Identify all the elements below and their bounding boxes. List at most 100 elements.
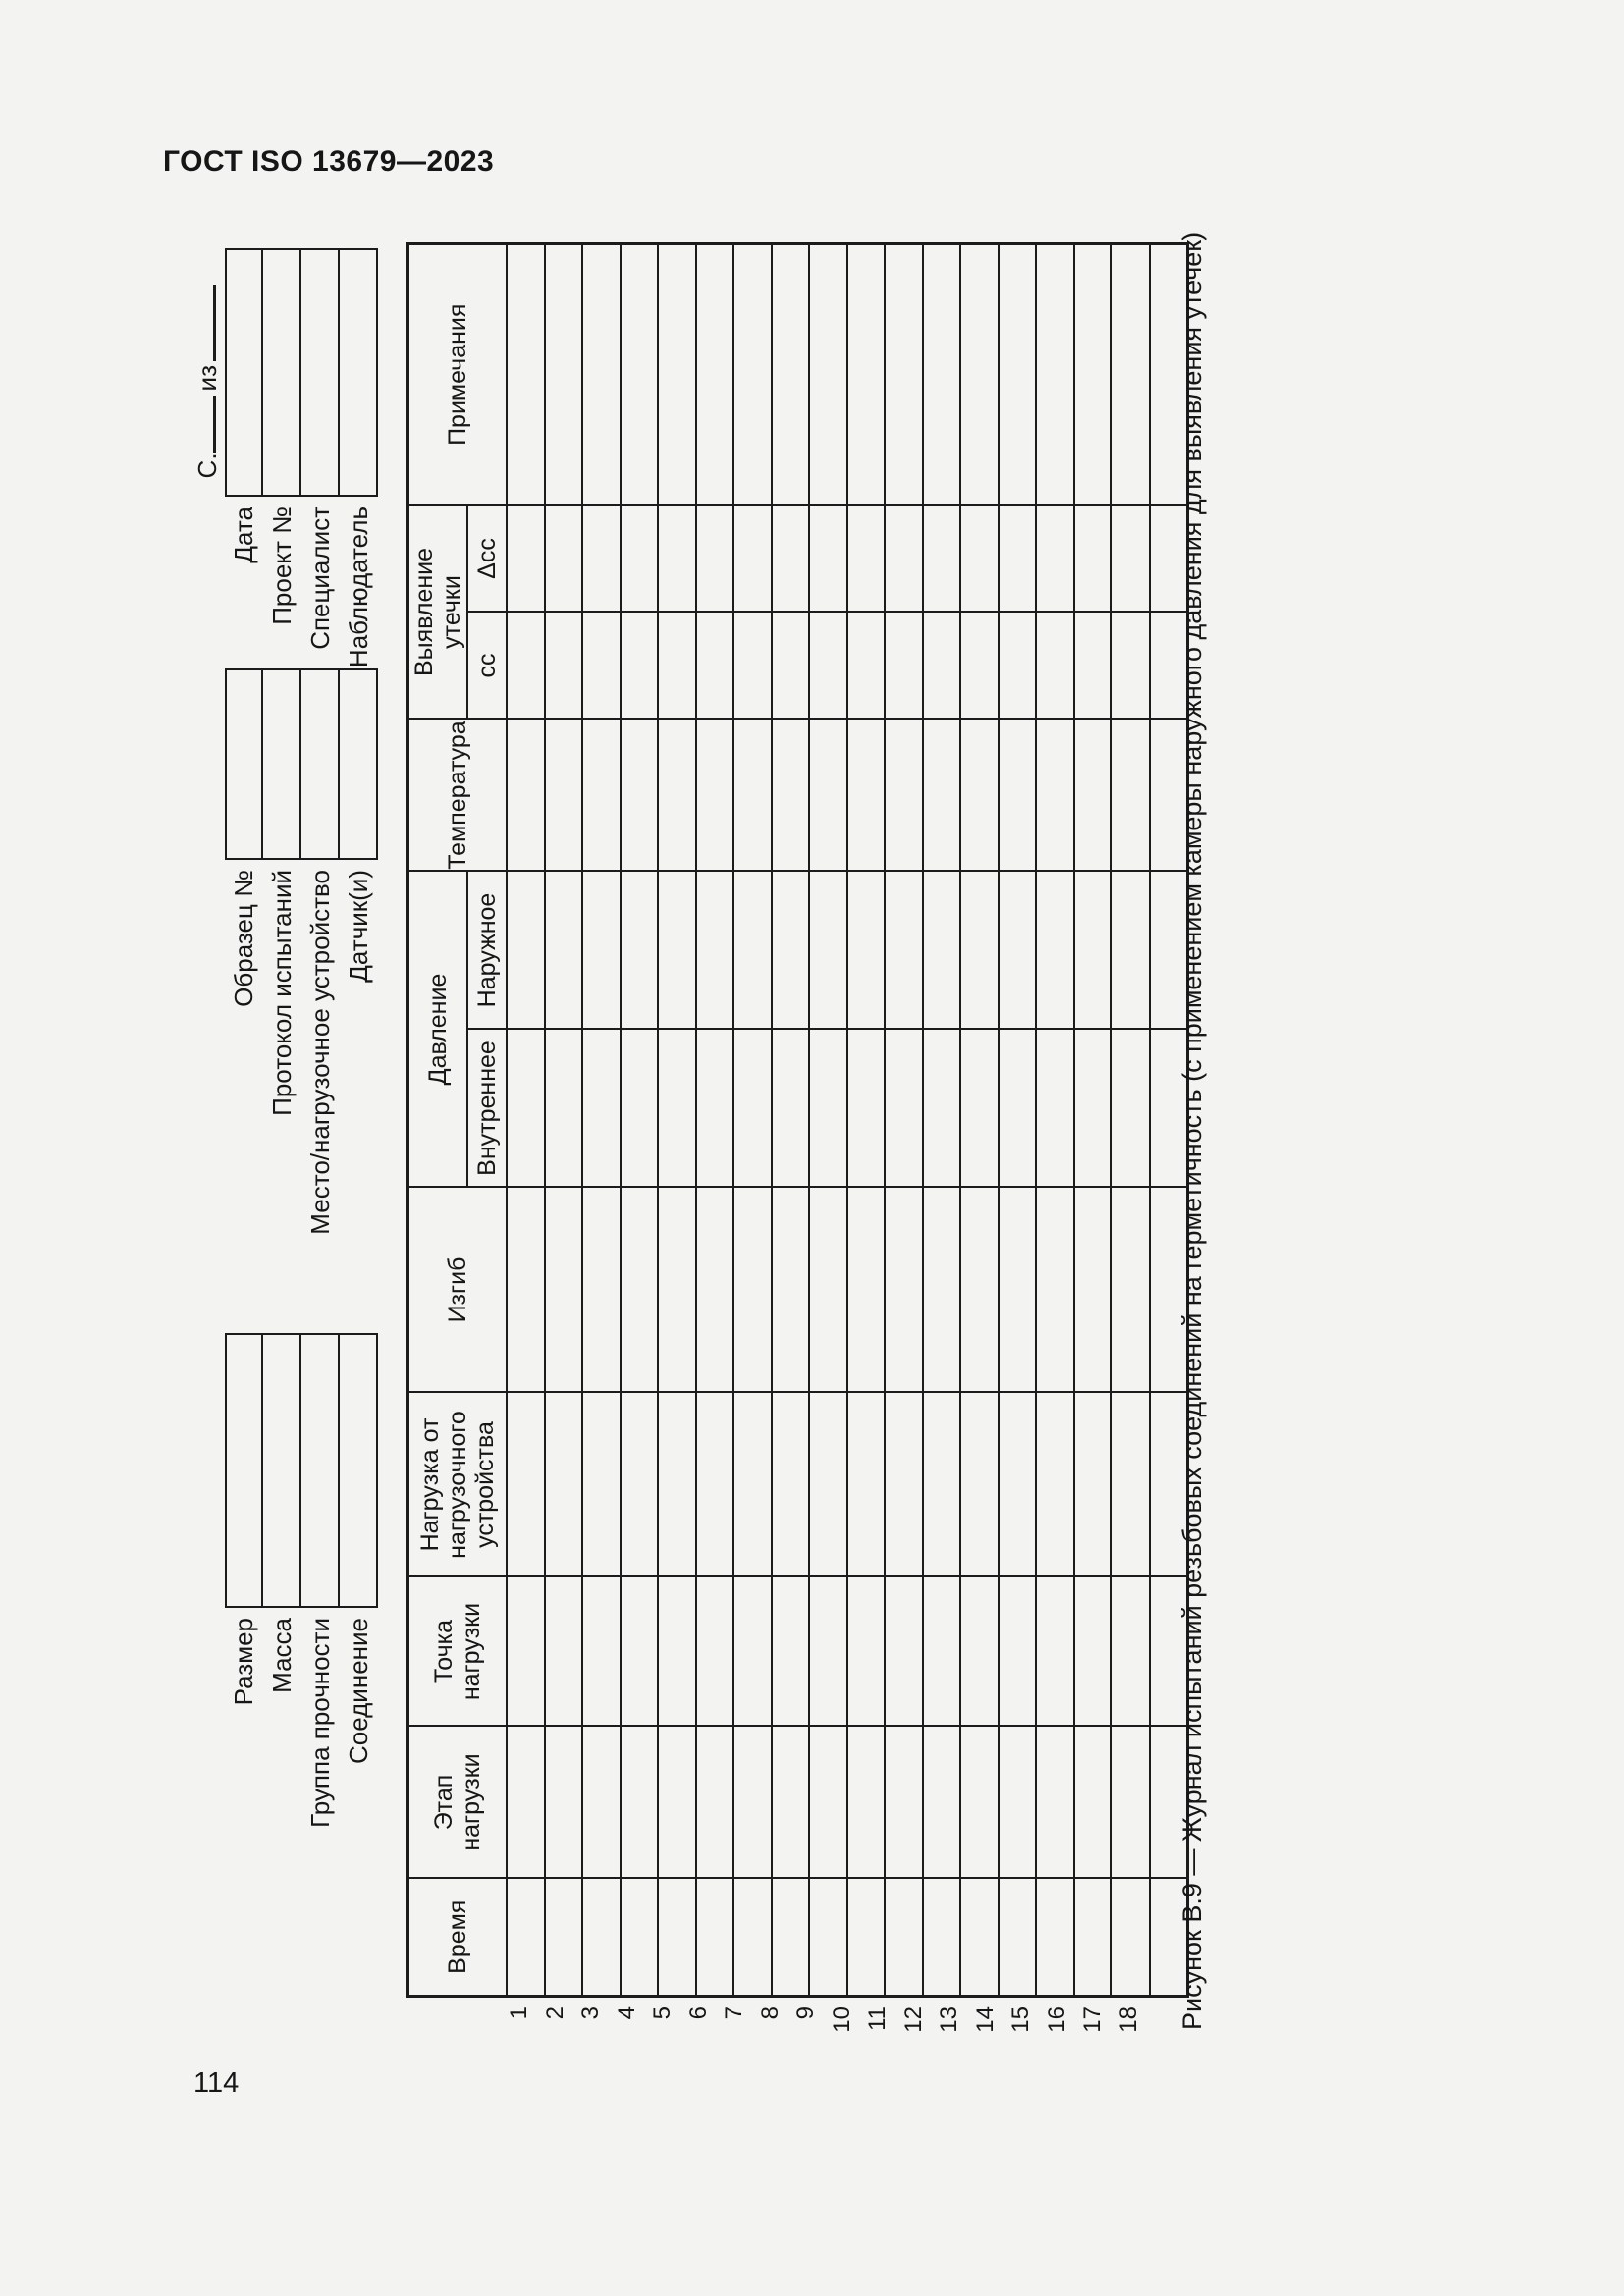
- log-table-cell: [885, 1029, 923, 1188]
- row-number: 17: [1079, 2006, 1107, 2033]
- log-table-cell: [960, 1029, 999, 1188]
- log-table-cell: [922, 612, 960, 720]
- field-row: Дата: [225, 248, 263, 734]
- log-table-cell: [544, 1187, 582, 1393]
- field-group-admin: Дата Проект № Специалист Наблюдатель: [225, 248, 378, 734]
- log-table-cell: [620, 243, 658, 506]
- sheet-line: С. из: [189, 285, 223, 478]
- log-table-cell: [544, 505, 582, 613]
- log-table-row: [1036, 243, 1074, 1997]
- log-table-cell: [885, 1576, 923, 1727]
- field-blank-cell: [340, 248, 378, 497]
- row-number: 1: [506, 2006, 533, 2020]
- field-blank-cell: [340, 1333, 378, 1608]
- log-table-cell: [809, 719, 847, 872]
- field-row: Соединение: [340, 1333, 378, 1971]
- row-number: 14: [971, 2006, 999, 2033]
- row-number-column: 1 2 3 4 5 6 7 8 9 10 11 12 13 14 15 16 17 18: [502, 2006, 1147, 2033]
- log-table: Время Этап нагрузки Точка нагрузки Нагрузка о…: [406, 242, 1189, 1998]
- column-header-bending: Изгиб: [407, 1187, 507, 1393]
- log-table-cell: [507, 719, 545, 872]
- row-number: 2: [541, 2006, 568, 2020]
- field-label: Проект №: [267, 507, 297, 625]
- log-table-cell: [998, 243, 1036, 506]
- field-row: Датчик(и): [340, 668, 378, 1284]
- column-header-notes: Примечания: [407, 243, 507, 506]
- log-table-cell: [544, 1878, 582, 1997]
- sheet-total-blank: [189, 285, 216, 361]
- log-table-cell: [998, 871, 1036, 1030]
- sheet-number-blank: [189, 396, 216, 454]
- log-table-cell: [960, 1187, 999, 1393]
- log-table-row: [582, 243, 621, 1997]
- log-table-cell: [809, 1392, 847, 1577]
- log-table-row: [620, 243, 658, 1997]
- log-table-cell: [1036, 505, 1074, 613]
- log-table-cell: [620, 1878, 658, 1997]
- log-table-cell: [1073, 1187, 1111, 1393]
- log-table-cell: [582, 1187, 621, 1393]
- log-table-cell: [885, 871, 923, 1030]
- log-table-cell: [695, 505, 733, 613]
- log-table-cell: [695, 1878, 733, 1997]
- field-label: Дата: [229, 507, 258, 563]
- log-table-cell: [846, 719, 885, 872]
- log-table-cell: [658, 1878, 696, 1997]
- log-table-cell: [1073, 1576, 1111, 1727]
- log-table-cell: [658, 1187, 696, 1393]
- row-number: 12: [899, 2006, 927, 2033]
- log-table-cell: [998, 1726, 1036, 1879]
- log-table-cell: [695, 1726, 733, 1879]
- log-table-cell: [507, 505, 545, 613]
- log-table-cell: [733, 1392, 772, 1577]
- log-table-cell: [998, 612, 1036, 720]
- log-table-cell: [771, 719, 809, 872]
- log-table-cell: [922, 1187, 960, 1393]
- field-label: Наблюдатель: [344, 507, 373, 668]
- log-table-cell: [733, 1029, 772, 1188]
- log-table-cell: [1073, 1392, 1111, 1577]
- log-table-row: [846, 243, 885, 1997]
- log-table-cell: [885, 243, 923, 506]
- row-number: 8: [756, 2006, 784, 2020]
- log-table-cell: [846, 505, 885, 613]
- log-table-cell: [960, 243, 999, 506]
- column-header-frame-load: Нагрузка от нагрузочного устройства: [407, 1392, 507, 1577]
- log-table-cell: [1111, 243, 1150, 506]
- log-table-cell: [544, 243, 582, 506]
- log-table-cell: [658, 243, 696, 506]
- field-label: Соединение: [344, 1618, 373, 1764]
- log-table-header: Время Этап нагрузки Точка нагрузки Нагрузка о…: [407, 243, 507, 1997]
- log-table-cell: [846, 1029, 885, 1188]
- field-label: Образец №: [229, 870, 258, 1007]
- field-blank-cell: [301, 1333, 340, 1608]
- log-table-cell: [1111, 871, 1150, 1030]
- log-table-cell: [1036, 1576, 1074, 1727]
- log-table-cell: [620, 505, 658, 613]
- log-table-cell: [846, 1187, 885, 1393]
- log-table-row: [922, 243, 960, 1997]
- row-number: 18: [1114, 2006, 1142, 2033]
- log-table-cell: [1073, 719, 1111, 872]
- log-table-cell: [1036, 243, 1074, 506]
- log-table-cell: [922, 243, 960, 506]
- log-table-cell: [846, 243, 885, 506]
- log-table-cell: [544, 1029, 582, 1188]
- log-table-cell: [620, 1187, 658, 1393]
- log-table-cell: [1073, 612, 1111, 720]
- sheet-prefix-label: С.: [192, 453, 222, 479]
- column-header-load-point: Точка нагрузки: [407, 1576, 507, 1727]
- field-row: Место/нагрузочное устройство: [301, 668, 340, 1284]
- log-table-cell: [658, 1576, 696, 1727]
- log-table-cell: [771, 1576, 809, 1727]
- log-table-cell: [960, 1878, 999, 1997]
- log-table-cell: [922, 1878, 960, 1997]
- log-table-cell: [658, 1392, 696, 1577]
- field-label: Размер: [229, 1618, 258, 1706]
- log-table-cell: [507, 1878, 545, 1997]
- log-table-row: [809, 243, 847, 1997]
- log-table-cell: [1036, 1726, 1074, 1879]
- log-table-cell: [1036, 612, 1074, 720]
- log-table-cell: [582, 1576, 621, 1727]
